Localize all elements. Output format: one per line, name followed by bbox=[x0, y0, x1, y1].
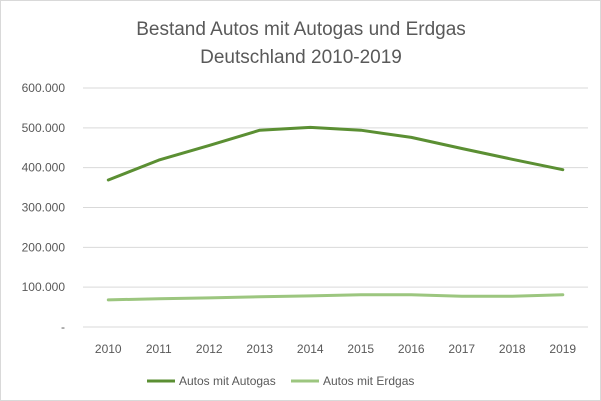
y-tick-label: 400.000 bbox=[22, 161, 66, 175]
x-tick-label: 2017 bbox=[448, 342, 475, 356]
y-axis-ticks: - 100.000 200.000 300.000 400.000 500.000 600.… bbox=[22, 81, 66, 334]
x-tick-label: 2015 bbox=[347, 342, 374, 356]
x-tick-label: 2012 bbox=[196, 342, 223, 356]
y-tick-label: - bbox=[61, 320, 65, 334]
x-tick-label: 2018 bbox=[499, 342, 526, 356]
chart-title: Bestand Autos mit Autogas und Erdgas Deu… bbox=[136, 19, 466, 68]
y-tick-label: 500.000 bbox=[22, 121, 66, 135]
x-axis-ticks: 2010 2011 2012 2013 2014 2015 2016 2017 2018 2019 bbox=[95, 342, 577, 356]
y-tick-label: 600.000 bbox=[22, 81, 66, 95]
x-tick-label: 2019 bbox=[549, 342, 576, 356]
x-tick-label: 2010 bbox=[95, 342, 122, 356]
chart-title-line-2: Deutschland 2010-2019 bbox=[200, 47, 402, 68]
y-tick-label: 100.000 bbox=[22, 280, 66, 294]
x-tick-label: 2011 bbox=[146, 342, 172, 356]
gridlines bbox=[83, 87, 588, 328]
x-tick-label: 2016 bbox=[398, 342, 425, 356]
y-tick-label: 200.000 bbox=[22, 240, 66, 254]
series-lines bbox=[106, 125, 565, 302]
series-line-1 bbox=[106, 125, 565, 182]
chart-title-line-1: Bestand Autos mit Autogas und Erdgas bbox=[136, 19, 466, 40]
x-tick-label: 2014 bbox=[297, 342, 324, 356]
legend-label: Autos mit Autogas bbox=[179, 374, 276, 388]
series-line-2 bbox=[106, 293, 565, 302]
legend: Autos mit Autogas Autos mit Erdgas bbox=[147, 374, 414, 388]
y-tick-label: 300.000 bbox=[22, 201, 66, 215]
legend-label: Autos mit Erdgas bbox=[323, 374, 414, 388]
x-tick-label: 2013 bbox=[246, 342, 273, 356]
